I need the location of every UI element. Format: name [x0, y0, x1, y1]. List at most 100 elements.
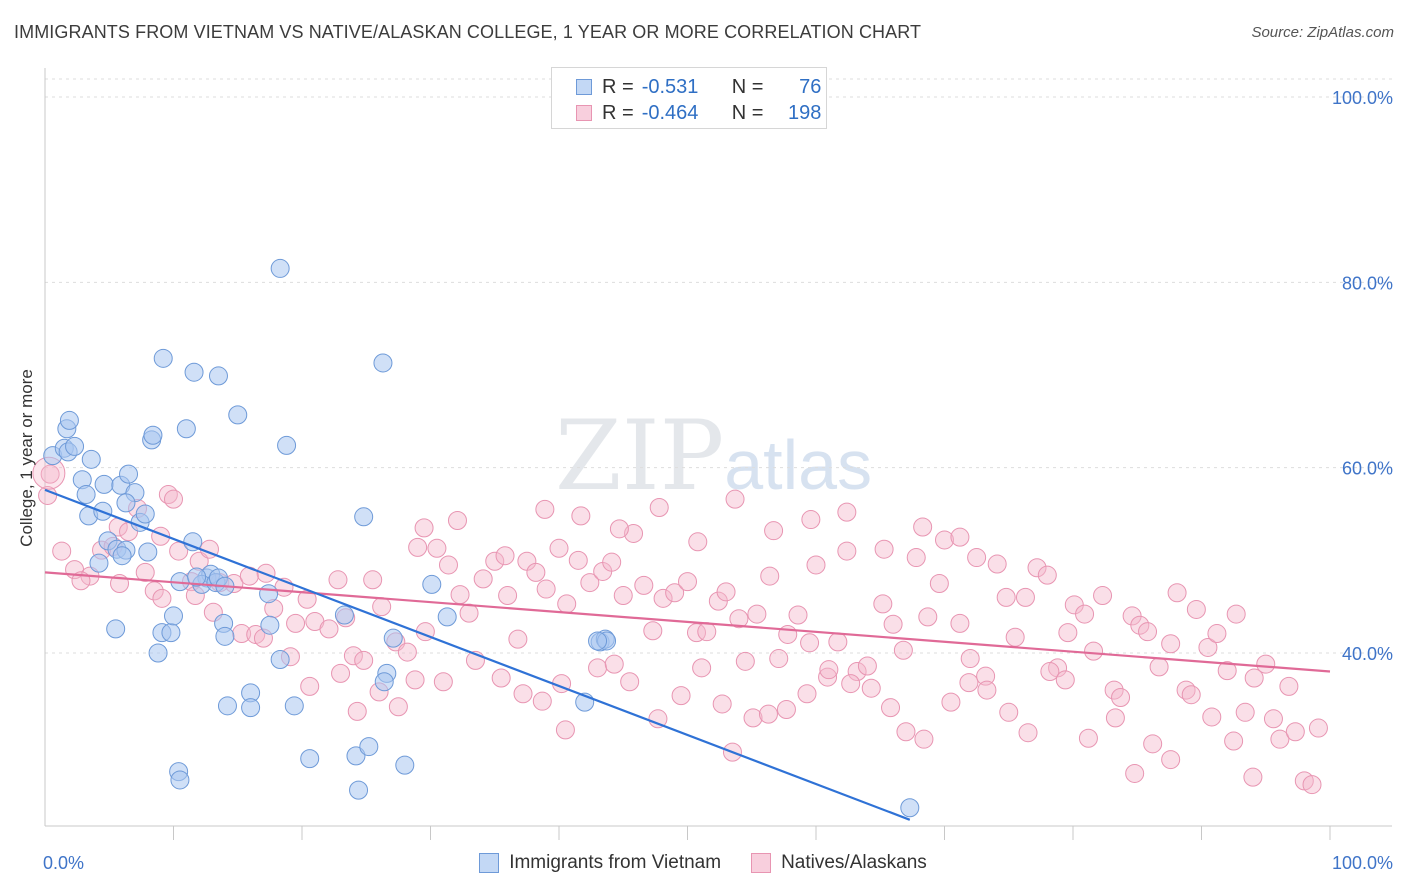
natives-point [152, 588, 172, 608]
vietnam-point [270, 258, 290, 278]
y-tick-label-60: 60.0% [1342, 459, 1393, 479]
natives-point [450, 585, 470, 605]
natives-point [747, 604, 767, 624]
vietnam-point [89, 553, 109, 573]
natives-point [397, 642, 417, 662]
natives-point [427, 538, 447, 558]
tick-labels: 40.0% 60.0% 80.0% 100.0% 0.0% 100.0% [43, 88, 1393, 873]
vietnam-point [208, 366, 228, 386]
vietnam-point [153, 348, 173, 368]
vietnam-point [228, 405, 248, 425]
natives-point [906, 548, 926, 568]
natives-point [735, 651, 755, 671]
natives-point [372, 597, 392, 617]
natives-point [929, 574, 949, 593]
natives-point [1105, 708, 1125, 728]
watermark-zip: ZIP [555, 400, 725, 512]
natives-point [1202, 707, 1222, 727]
natives-point [555, 720, 575, 740]
y-tick-label-100: 100.0% [1332, 88, 1393, 108]
vietnam-point [373, 353, 393, 373]
natives-point [883, 614, 903, 634]
natives-point [485, 551, 505, 571]
natives-point [725, 489, 745, 509]
natives-point [648, 709, 668, 729]
natives-point [1302, 775, 1322, 795]
vietnam-point [112, 546, 132, 566]
natives-point [874, 539, 894, 559]
natives-point [491, 668, 511, 688]
legend-label-vietnam: Immigrants from Vietnam [509, 852, 722, 873]
natives-point [604, 654, 624, 674]
natives-point [363, 570, 383, 590]
natives-point [526, 562, 546, 582]
natives-point [729, 609, 749, 629]
vietnam-point [300, 749, 320, 769]
natives-point [873, 594, 893, 614]
natives-point [1111, 687, 1131, 707]
vietnam-point [119, 464, 139, 484]
natives-point [1143, 734, 1163, 754]
natives-point [819, 660, 839, 680]
legend-item-natives: Natives/Alaskans [751, 852, 927, 874]
natives-point [1235, 702, 1255, 722]
natives-point [447, 510, 467, 530]
natives-point [1005, 627, 1025, 647]
natives-point [999, 702, 1019, 722]
vietnam-point [76, 485, 96, 505]
natives-point [609, 519, 629, 539]
natives-point [1279, 676, 1299, 696]
natives-point [893, 640, 913, 660]
natives-point [319, 619, 339, 639]
vietnam-point [437, 607, 457, 627]
natives-point [169, 541, 189, 561]
legend-r-label: R = [602, 101, 634, 124]
vietnam-point [161, 623, 181, 643]
natives-point [758, 704, 778, 724]
vietnam-point [270, 649, 290, 669]
vietnam-point [138, 542, 158, 562]
natives-point [818, 667, 838, 687]
natives-point [438, 555, 458, 575]
natives-point [743, 708, 763, 728]
natives-point [557, 594, 577, 614]
natives-point [649, 498, 669, 518]
watermark: ZIPatlas [555, 400, 872, 512]
natives-point [941, 692, 961, 712]
vietnam-point [346, 746, 366, 766]
natives-point [1161, 634, 1181, 654]
natives-point [1244, 668, 1264, 688]
natives-point [549, 538, 569, 558]
vietnam-point [94, 474, 114, 494]
natives-point [1037, 565, 1057, 585]
vietnam-point [215, 626, 235, 646]
natives-point [634, 575, 654, 595]
natives-point [950, 527, 970, 547]
natives-point [328, 570, 348, 590]
natives-point [918, 607, 938, 627]
natives-point [665, 583, 685, 603]
natives-point [1093, 586, 1113, 606]
natives-point [914, 729, 934, 749]
natives-point [513, 684, 533, 704]
vietnam-point [588, 631, 608, 651]
vietnam-point [176, 419, 196, 439]
natives-point [769, 649, 789, 669]
natives-point [847, 662, 867, 682]
axes [44, 68, 1392, 840]
stats-legend: R = -0.531 N = 76 R = -0.464 N = 198 [551, 67, 827, 129]
vietnam-point [65, 436, 85, 456]
natives-point [996, 587, 1016, 607]
natives-point [1104, 680, 1124, 700]
natives-point [343, 646, 363, 666]
legend-n-label: N = [731, 75, 764, 98]
vietnam-trend-line [44, 488, 911, 821]
natives-point [613, 586, 633, 606]
natives-point [800, 633, 820, 653]
natives-point [1078, 728, 1098, 748]
natives-point [688, 532, 708, 552]
natives-point [837, 502, 857, 522]
legend-swatch-blue [479, 853, 500, 873]
natives-point [801, 510, 821, 530]
natives-point [52, 541, 72, 561]
